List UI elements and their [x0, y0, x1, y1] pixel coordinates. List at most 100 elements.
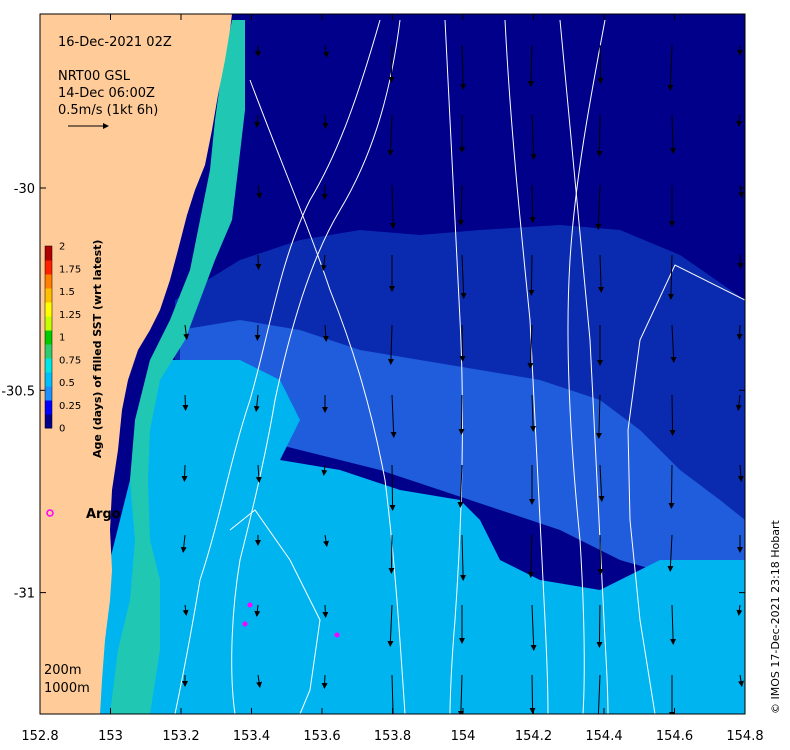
- colorbar-segment: [45, 386, 52, 401]
- isobaths: [174, 19, 745, 714]
- colorbar-segment: [45, 246, 52, 261]
- current-vector: [737, 464, 744, 482]
- current-vector: [254, 604, 261, 617]
- current-vector: [670, 604, 677, 645]
- current-vector: [530, 114, 537, 160]
- colorbar: 2 1.75 1.5 1.25 1 0.75 0.5 0.25 0: [44, 242, 81, 435]
- x-tick-label: 153.4: [233, 729, 270, 744]
- x-tick-label: 154.2: [515, 729, 552, 744]
- current-vector: [388, 44, 395, 83]
- x-tick-label: 153.6: [303, 729, 340, 744]
- current-vector: [253, 394, 260, 412]
- argo-float: [247, 602, 253, 608]
- y-tick-label: -31: [14, 587, 35, 602]
- current-vector: [528, 254, 535, 296]
- credit-label: © IMOS 17-Dec-2021 23:18 Hobart: [769, 519, 782, 714]
- colorbar-segment: [45, 400, 52, 415]
- x-tick-label: 154: [451, 729, 476, 744]
- current-vector: [255, 254, 262, 270]
- current-vector: [322, 324, 329, 342]
- colorbar-segment: [45, 316, 52, 331]
- current-vector: [182, 604, 189, 616]
- colorbar-tick-label: 1.25: [59, 310, 81, 321]
- current-vector: [256, 674, 263, 688]
- current-vector: [387, 604, 394, 647]
- current-vectors: [180, 44, 745, 714]
- colorbar-tick-label: 0: [59, 424, 65, 435]
- current-vector: [527, 44, 534, 87]
- x-tick-label: 154.8: [726, 729, 763, 744]
- current-vector: [670, 324, 677, 363]
- current-vector: [736, 604, 743, 616]
- date-label: 16-Dec-2021 02Z: [58, 35, 172, 50]
- current-vector: [387, 324, 394, 365]
- colorbar-tick-label: 0.5: [59, 378, 75, 389]
- sst-region-coastal: [110, 20, 245, 714]
- colorbar-tick-label: 1: [59, 333, 65, 344]
- current-vector: [256, 184, 263, 199]
- argo-float: [334, 632, 340, 638]
- colorbar-segment: [45, 372, 52, 387]
- current-vector: [460, 44, 467, 90]
- current-vector: [321, 184, 328, 200]
- current-vector: [668, 464, 675, 509]
- current-vector: [597, 534, 604, 575]
- current-vector: [736, 114, 743, 127]
- product-label: NRT00 GSL: [58, 69, 131, 84]
- colorbar-segment: [45, 302, 52, 317]
- x-axis: 152.8 153 153.2 153.4 153.6 153.8 154 154.2 154.…: [21, 14, 764, 744]
- current-vector: [254, 324, 261, 341]
- current-vector: [387, 114, 394, 156]
- current-vector: [388, 534, 395, 574]
- y-tick-label: -30: [14, 182, 35, 197]
- current-vector: [596, 604, 603, 648]
- current-vector: [323, 534, 329, 547]
- x-tick-label: 153.2: [162, 729, 199, 744]
- current-vector: [598, 254, 605, 293]
- x-tick-label: 152.8: [21, 729, 58, 744]
- current-vector: [320, 254, 327, 271]
- x-tick-label: 154.4: [585, 729, 622, 744]
- current-vector: [390, 394, 397, 438]
- current-vector: [737, 254, 744, 269]
- colorbar-tick-label: 0.25: [59, 401, 81, 412]
- product-time-label: 14-Dec 06:00Z: [58, 86, 155, 101]
- x-tick-label: 153: [98, 729, 123, 744]
- current-vector: [529, 674, 536, 714]
- colorbar-tick-label: 1.5: [59, 287, 75, 298]
- colorbar-segment: [45, 414, 52, 429]
- current-vector: [389, 464, 396, 511]
- colorbar-segment: [45, 288, 52, 303]
- current-vector: [527, 324, 534, 369]
- current-vector: [738, 674, 744, 687]
- current-vector: [596, 114, 603, 157]
- current-vector: [255, 464, 262, 483]
- current-vector: [460, 534, 467, 581]
- x-tick-label: 153.8: [374, 729, 411, 744]
- current-vector: [459, 324, 466, 362]
- current-vector: [180, 534, 187, 553]
- y-axis: -30 -30.5 -31: [1, 182, 745, 602]
- argo-label: Argo: [86, 507, 121, 522]
- colorbar-tick-label: 1.75: [59, 264, 81, 275]
- colorbar-segment: [45, 260, 52, 275]
- current-vector: [321, 674, 328, 689]
- current-vector: [595, 394, 602, 439]
- land: [40, 14, 232, 714]
- current-vector: [182, 394, 189, 411]
- current-vector: [597, 674, 601, 714]
- current-vector: [323, 44, 330, 58]
- current-vector: [738, 184, 745, 198]
- current-vector: [254, 114, 261, 128]
- current-vector: [460, 254, 467, 299]
- current-vector: [598, 464, 605, 502]
- colorbar-segment: [45, 358, 52, 373]
- scale-label: 0.5m/s (1kt 6h): [58, 103, 158, 118]
- current-vector: [669, 394, 676, 436]
- current-vector: [670, 114, 677, 154]
- current-vector: [457, 184, 464, 226]
- current-vector: [527, 534, 534, 578]
- current-vector: [322, 114, 329, 129]
- current-vector: [530, 394, 537, 432]
